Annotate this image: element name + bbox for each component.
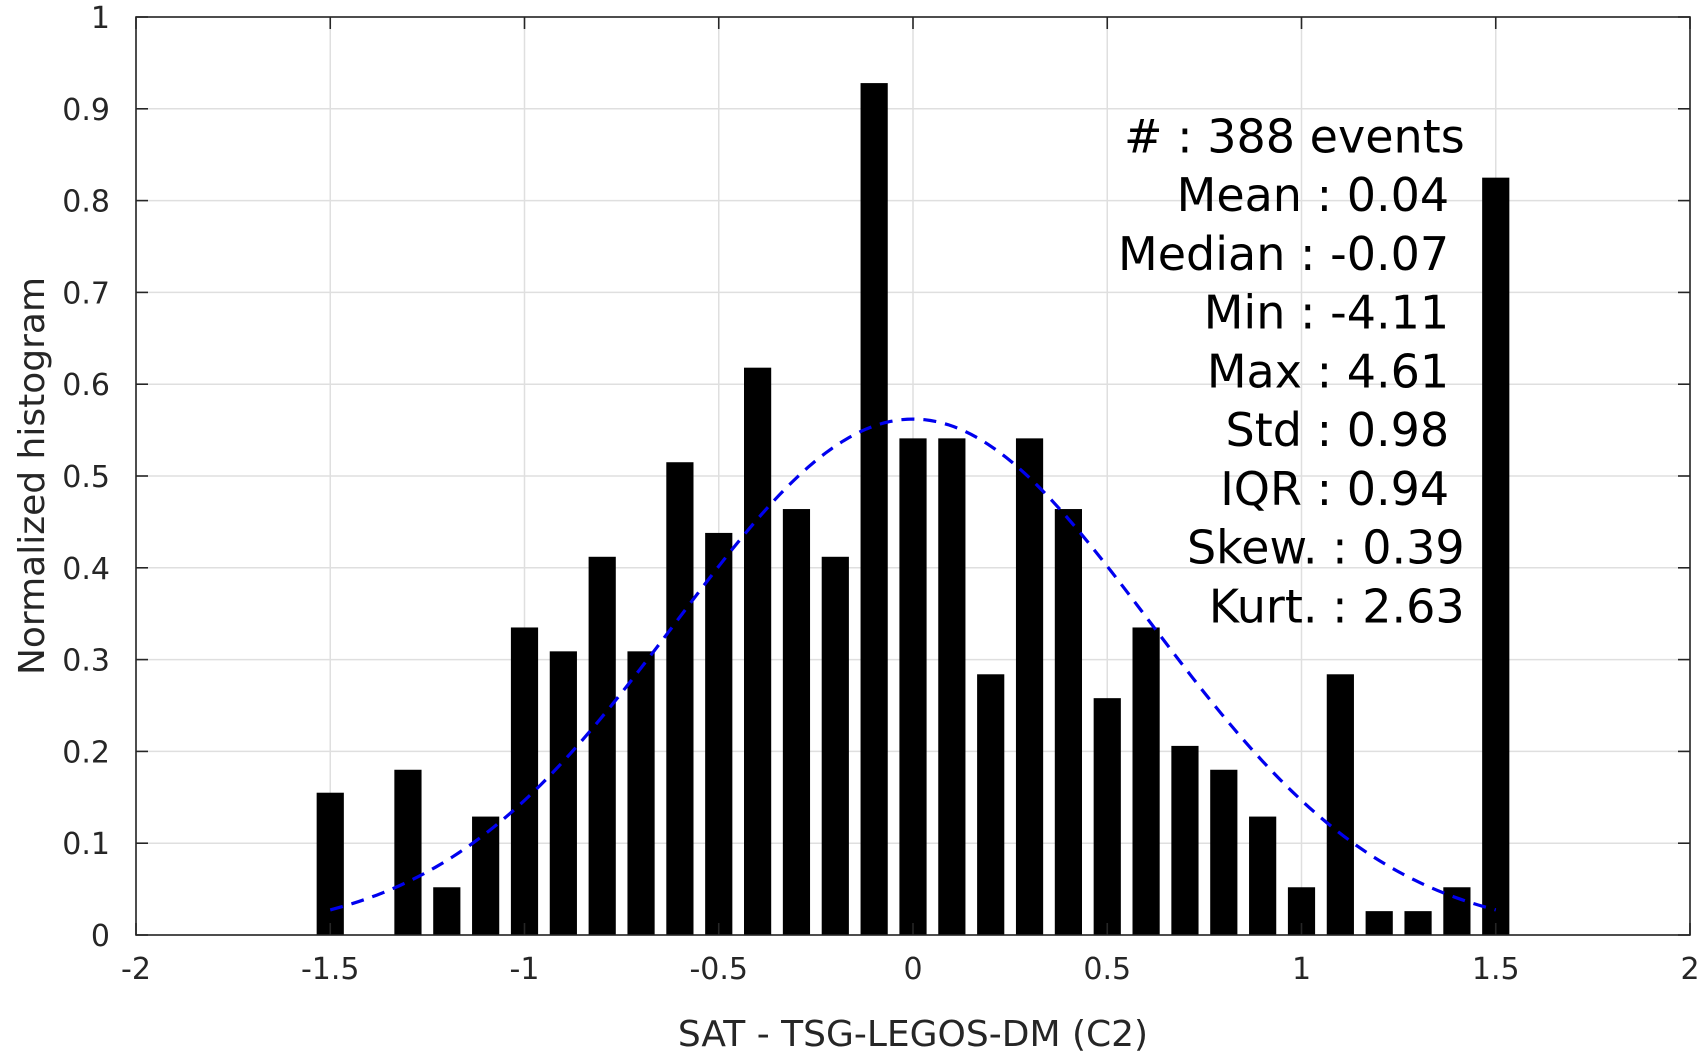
histogram-bar bbox=[433, 887, 461, 935]
y-tick-label: 0.3 bbox=[62, 644, 110, 679]
stat-line: Median : -0.07 bbox=[1118, 227, 1449, 281]
x-tick-label: -1 bbox=[510, 952, 540, 987]
histogram-bars bbox=[316, 83, 1510, 935]
histogram-bar bbox=[977, 674, 1005, 935]
histogram-bar bbox=[1404, 911, 1432, 935]
histogram-bar bbox=[899, 438, 927, 935]
histogram-bar bbox=[1132, 627, 1160, 935]
x-tick-label: 0 bbox=[903, 952, 922, 987]
histogram-bar bbox=[1171, 745, 1199, 935]
x-tick-label: 1.5 bbox=[1472, 952, 1520, 987]
x-tick-label: -2 bbox=[121, 952, 151, 987]
histogram-bar bbox=[1482, 177, 1510, 935]
histogram-bar bbox=[1093, 698, 1121, 935]
y-tick-label: 0.2 bbox=[62, 735, 110, 770]
histogram-bar bbox=[782, 509, 811, 935]
histogram-bar bbox=[1054, 509, 1082, 935]
y-tick-label: 0.5 bbox=[62, 460, 110, 495]
histogram-bar bbox=[1443, 887, 1471, 935]
stat-line: Max : 4.61 bbox=[1207, 344, 1449, 398]
histogram-bar bbox=[394, 769, 422, 935]
stat-line: Std : 0.98 bbox=[1226, 403, 1450, 457]
y-tick-label: 0.8 bbox=[62, 185, 110, 220]
y-tick-label: 0.4 bbox=[62, 552, 110, 587]
stat-line: Skew. : 0.39 bbox=[1187, 521, 1465, 575]
histogram-bar bbox=[588, 556, 616, 935]
histogram-bar bbox=[1015, 438, 1044, 935]
histogram-bar bbox=[666, 462, 694, 935]
stat-line: Min : -4.11 bbox=[1204, 286, 1449, 340]
histogram-bar bbox=[821, 556, 849, 935]
x-axis-label: SAT - TSG-LEGOS-DM (C2) bbox=[678, 1014, 1148, 1053]
stat-line: Mean : 0.04 bbox=[1177, 168, 1450, 222]
y-axis-label: Normalized histogram bbox=[12, 277, 53, 675]
histogram-bar bbox=[549, 651, 577, 935]
histogram-bar bbox=[938, 438, 966, 935]
histogram-bar bbox=[744, 367, 772, 935]
stat-line: IQR : 0.94 bbox=[1220, 462, 1449, 516]
histogram-bar bbox=[1326, 674, 1354, 935]
histogram-bar bbox=[627, 651, 655, 935]
histogram-bar bbox=[472, 816, 500, 935]
histogram-bar bbox=[1249, 816, 1277, 935]
histogram-bar bbox=[510, 627, 539, 935]
y-tick-label: 0.1 bbox=[62, 827, 110, 862]
normal-fit-curve bbox=[329, 417, 1497, 912]
y-tick-label: 1 bbox=[91, 1, 110, 36]
axis-ticks: -2 -1.5 -1 -0.5 0 0.5 1 1.5 2 0 0.1 0.2 0.3 0.4 0.5 0.6… bbox=[62, 1, 1699, 987]
histogram-bar bbox=[1210, 769, 1238, 935]
x-tick-label: -1.5 bbox=[301, 952, 360, 987]
y-tick-label: 0 bbox=[91, 919, 110, 954]
histogram-bar bbox=[316, 792, 344, 935]
stat-line: Kurt. : 2.63 bbox=[1209, 579, 1465, 633]
y-tick-label: 0.9 bbox=[62, 93, 110, 128]
y-tick-label: 0.6 bbox=[62, 368, 110, 403]
histogram-bar bbox=[860, 83, 888, 935]
histogram-bar bbox=[705, 532, 733, 935]
x-tick-label: 1 bbox=[1292, 952, 1311, 987]
x-tick-label: 0.5 bbox=[1083, 952, 1131, 987]
x-tick-label: 2 bbox=[1680, 952, 1699, 987]
x-tick-label: -0.5 bbox=[689, 952, 748, 987]
y-tick-label: 0.7 bbox=[62, 276, 110, 311]
histogram-bar bbox=[1365, 911, 1393, 935]
stat-line: # : 388 events bbox=[1124, 109, 1465, 163]
